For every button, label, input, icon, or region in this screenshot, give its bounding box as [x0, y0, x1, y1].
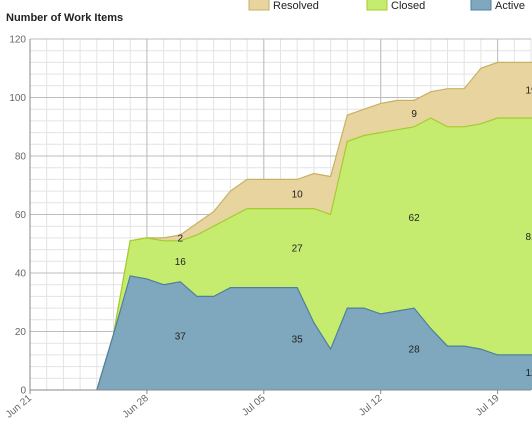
- x-tick-label: Jun 21: [4, 393, 34, 421]
- y-tick-label: 60: [15, 210, 27, 221]
- x-tick-label: Jul 12: [357, 393, 385, 419]
- legend-swatch-resolved: [249, 0, 269, 10]
- y-tick-label: 20: [15, 327, 27, 338]
- x-tick-label: Jul 19: [474, 393, 502, 419]
- data-label-closed: 81: [525, 232, 532, 243]
- x-tick-label: Jun 28: [121, 393, 151, 421]
- data-label-active: 12: [525, 368, 532, 379]
- data-label-active: 35: [292, 334, 304, 345]
- y-tick-label: 120: [9, 35, 26, 46]
- legend-label-active: Active: [495, 0, 525, 12]
- y-tick-label: 80: [15, 152, 27, 163]
- legend-label-closed: Closed: [391, 0, 425, 12]
- data-label-closed: 62: [409, 213, 421, 224]
- data-label-active: 28: [409, 345, 421, 356]
- x-tick-label: Jul 05: [240, 393, 268, 419]
- data-label-active: 37: [175, 331, 187, 342]
- data-label-resolved: 2: [178, 233, 184, 244]
- y-tick-label: 100: [9, 93, 26, 104]
- data-label-resolved: 19: [525, 86, 532, 97]
- data-label-resolved: 10: [292, 190, 304, 201]
- y-tick-label: 40: [15, 269, 27, 280]
- legend-swatch-active: [471, 0, 491, 10]
- data-label-resolved: 9: [411, 109, 417, 120]
- legend: Resolved Closed Active: [249, 0, 525, 12]
- legend-swatch-closed: [367, 0, 387, 10]
- data-label-closed: 27: [292, 244, 304, 255]
- data-label-closed: 16: [175, 257, 187, 268]
- x-axis-ticks: Jun 21 Jun 28 Jul 05 Jul 12 Jul 19: [4, 390, 502, 421]
- chart-title: Number of Work Items: [6, 12, 123, 24]
- legend-label-resolved: Resolved: [273, 0, 319, 12]
